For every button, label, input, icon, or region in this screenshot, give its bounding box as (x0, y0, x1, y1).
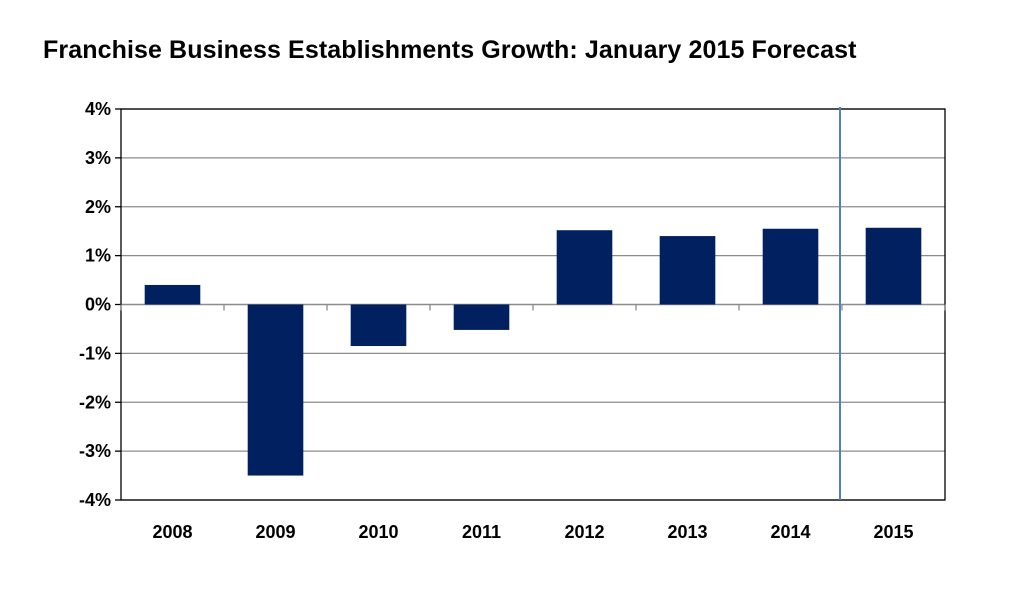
bar-2009 (247, 304, 304, 476)
x-tick-label: 2014 (770, 522, 810, 542)
chart-title: Franchise Business Establishments Growth… (43, 36, 857, 64)
y-tick-label: -4% (79, 490, 111, 510)
x-tick-label: 2010 (358, 522, 398, 542)
y-tick-label: 4% (85, 99, 111, 119)
y-tick-label: 0% (85, 295, 111, 315)
bar-2008 (144, 284, 201, 305)
bar-2010 (350, 304, 407, 347)
x-tick-label: 2008 (152, 522, 192, 542)
y-tick-labels: 4% 3% 2% 1% 0% -1% -2% -3% -4% (79, 99, 111, 510)
x-tick-labels: 2008 2009 2010 2011 2012 2013 2014 2015 (152, 522, 913, 542)
y-tick-label: 3% (85, 148, 111, 168)
x-tick-label: 2011 (462, 522, 501, 542)
bars (144, 227, 922, 476)
bar-2015 (865, 227, 922, 305)
y-tick-label: 1% (85, 246, 111, 266)
x-tick-label: 2015 (873, 522, 913, 542)
x-tick-label: 2012 (564, 522, 604, 542)
bar-2013 (659, 236, 716, 305)
y-tick-label: 2% (85, 197, 111, 217)
bar-2012 (556, 230, 613, 305)
y-tick-label: -3% (79, 441, 111, 461)
x-tick-label: 2009 (255, 522, 295, 542)
y-tick-label: -2% (79, 392, 111, 412)
x-tick-label: 2013 (667, 522, 707, 542)
axes (115, 107, 946, 501)
bar-2014 (762, 228, 819, 305)
bar-2011 (453, 304, 510, 330)
y-tick-label: -1% (79, 343, 111, 363)
